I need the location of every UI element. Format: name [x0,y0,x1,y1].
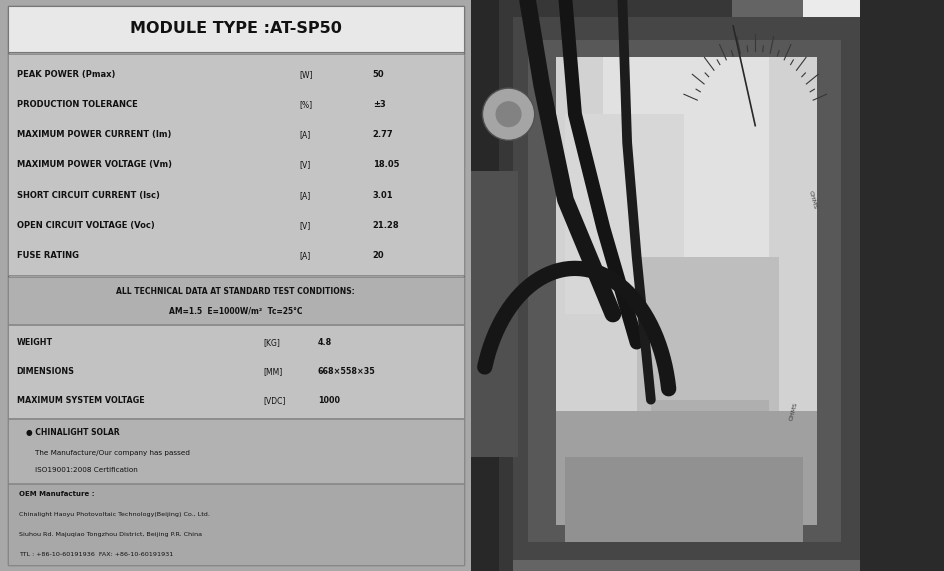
Text: 21.28: 21.28 [372,221,399,230]
Text: [W]: [W] [299,70,312,79]
Text: OHMS: OHMS [806,190,817,210]
Text: OHMS: OHMS [787,401,798,421]
Text: 2.77: 2.77 [372,130,393,139]
Text: [A]: [A] [299,251,311,260]
Text: PEAK POWER (Pmax): PEAK POWER (Pmax) [17,70,115,79]
Text: OEM Manufacture :: OEM Manufacture : [19,491,94,497]
Text: WEIGHT: WEIGHT [17,338,53,347]
Text: 50: 50 [372,70,384,79]
Bar [636,257,778,428]
Circle shape [495,101,521,127]
Bar [527,40,840,542]
Text: 3.01: 3.01 [372,191,393,200]
Text: [A]: [A] [299,130,311,139]
Text: [VDC]: [VDC] [262,396,285,405]
Bar [859,0,944,571]
Text: ISO19001:2008 Certification: ISO19001:2008 Certification [35,467,138,473]
Text: MAXIMUM POWER CURRENT (Im): MAXIMUM POWER CURRENT (Im) [17,130,171,139]
Text: 668×558×35: 668×558×35 [317,367,376,376]
Text: SHORT CIRCUIT CURRENT (Isc): SHORT CIRCUIT CURRENT (Isc) [17,191,160,200]
Text: [A]: [A] [299,191,311,200]
Text: FUSE RATING: FUSE RATING [17,251,78,260]
Bar [470,0,944,571]
Text: [V]: [V] [299,221,311,230]
Text: [V]: [V] [299,160,311,170]
Circle shape [482,88,534,140]
Bar [565,114,683,314]
Text: 20: 20 [372,251,384,260]
FancyBboxPatch shape [8,325,464,417]
Text: [KG]: [KG] [262,338,279,347]
Bar [801,0,944,114]
Bar [650,400,768,485]
Bar [498,0,513,571]
Text: OPEN CIRCUIT VOLTAGE (Voc): OPEN CIRCUIT VOLTAGE (Voc) [17,221,154,230]
Text: AM=1.5  E=1000W/m²  Tc=25°C: AM=1.5 E=1000W/m² Tc=25°C [169,307,302,315]
Bar [555,411,816,525]
Text: [MM]: [MM] [262,367,282,376]
Text: 1000: 1000 [317,396,340,405]
FancyBboxPatch shape [8,276,464,324]
Bar [470,0,498,571]
Text: [%]: [%] [299,100,312,109]
Text: TTL : +86-10-60191936  FAX: +86-10-60191931: TTL : +86-10-60191936 FAX: +86-10-601919… [19,552,173,557]
Bar [508,17,859,560]
Text: PRODUCTION TOLERANCE: PRODUCTION TOLERANCE [17,100,137,109]
Text: 4.8: 4.8 [317,338,332,347]
Text: Chinalight Haoyu Photovoltaic Technology(Beijing) Co., Ltd.: Chinalight Haoyu Photovoltaic Technology… [19,512,210,517]
Bar [603,57,768,286]
Bar [555,57,816,525]
Text: MODULE TYPE :AT-SP50: MODULE TYPE :AT-SP50 [129,21,342,36]
FancyBboxPatch shape [8,6,464,51]
Text: MAXIMUM SYSTEM VOLTAGE: MAXIMUM SYSTEM VOLTAGE [17,396,144,405]
Text: MAXIMUM POWER VOLTAGE (Vm): MAXIMUM POWER VOLTAGE (Vm) [17,160,172,170]
Text: The Manufacture/Our company has passed: The Manufacture/Our company has passed [35,450,190,456]
Text: ±3: ±3 [372,100,385,109]
Bar [470,0,731,86]
Text: ● CHINALIGHT SOLAR: ● CHINALIGHT SOLAR [25,428,119,437]
Bar [470,171,517,457]
Text: DIMENSIONS: DIMENSIONS [17,367,75,376]
FancyBboxPatch shape [8,419,464,483]
Text: 18.05: 18.05 [372,160,398,170]
FancyBboxPatch shape [8,484,464,565]
Text: Siuhou Rd. Majuqiao Tongzhou District, Beijing P.R. China: Siuhou Rd. Majuqiao Tongzhou District, B… [19,532,202,537]
Text: ALL TECHNICAL DATA AT STANDARD TEST CONDITIONS:: ALL TECHNICAL DATA AT STANDARD TEST COND… [116,287,355,296]
Bar [565,457,801,542]
FancyBboxPatch shape [8,54,464,275]
FancyBboxPatch shape [8,6,464,565]
